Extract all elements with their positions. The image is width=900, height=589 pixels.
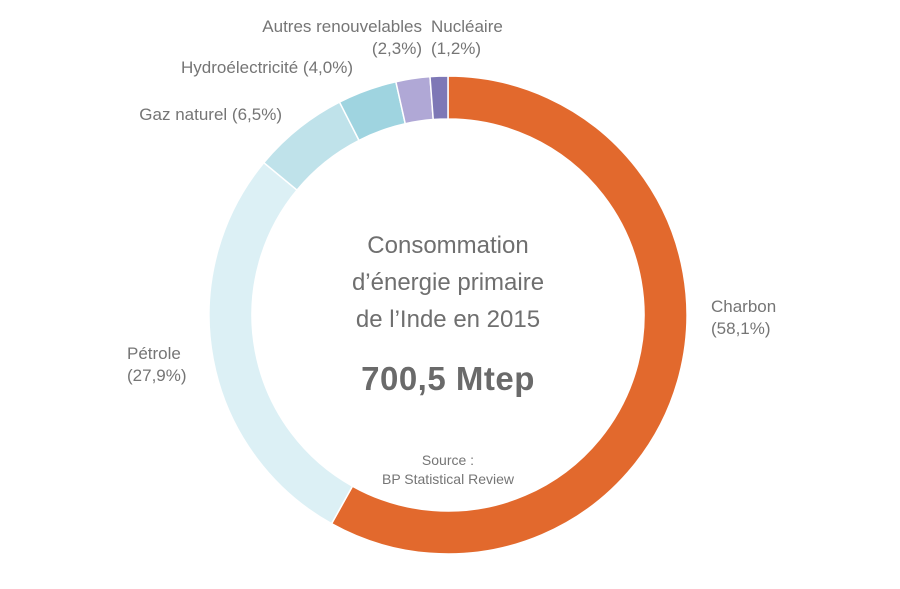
- label-hydroelectricite: Hydroélectricité (4,0%): [181, 57, 353, 79]
- chart-title: Consommation d’énergie primaire de l’Ind…: [288, 227, 608, 338]
- source-note: Source : BP Statistical Review: [288, 451, 608, 489]
- label-charbon: Charbon (58,1%): [711, 296, 776, 340]
- label-hydroelectricite-name: Hydroélectricité: [181, 58, 299, 77]
- label-gaz-naturel-name: Gaz naturel: [139, 105, 228, 124]
- label-autres-renouvelables-name: Autres renouvelables: [262, 17, 422, 36]
- label-petrole-pct: (27,9%): [127, 366, 187, 385]
- label-autres-renouvelables-pct: (2,3%): [371, 39, 422, 58]
- source-note-line1: Source :: [421, 452, 475, 468]
- total-value: 700,5 Mtep: [361, 360, 535, 397]
- chart-title-line2: d’énergie primaire: [351, 269, 545, 296]
- label-petrole-name: Pétrole: [127, 344, 181, 363]
- label-gaz-naturel: Gaz naturel (6,5%): [139, 104, 282, 126]
- slice-nucl-aire[interactable]: [429, 75, 449, 121]
- chart-title-line1: Consommation: [367, 232, 529, 259]
- label-petrole: Pétrole (27,9%): [127, 343, 187, 387]
- label-nucleaire-pct: (1,2%): [431, 39, 482, 58]
- label-charbon-pct: (58,1%): [711, 319, 771, 338]
- label-nucleaire: Nucléaire (1,2%): [431, 16, 503, 60]
- label-nucleaire-name: Nucléaire: [431, 17, 503, 36]
- label-charbon-name: Charbon: [711, 297, 777, 316]
- chart-title-line3: de l’Inde en 2015: [355, 306, 541, 333]
- label-autres-renouvelables: Autres renouvelables (2,3%): [262, 16, 422, 60]
- label-hydroelectricite-pct: (4,0%): [302, 58, 353, 77]
- source-note-line2: BP Statistical Review: [381, 471, 514, 487]
- slice-charbon[interactable]: [330, 75, 688, 555]
- label-gaz-naturel-pct: (6,5%): [231, 105, 282, 124]
